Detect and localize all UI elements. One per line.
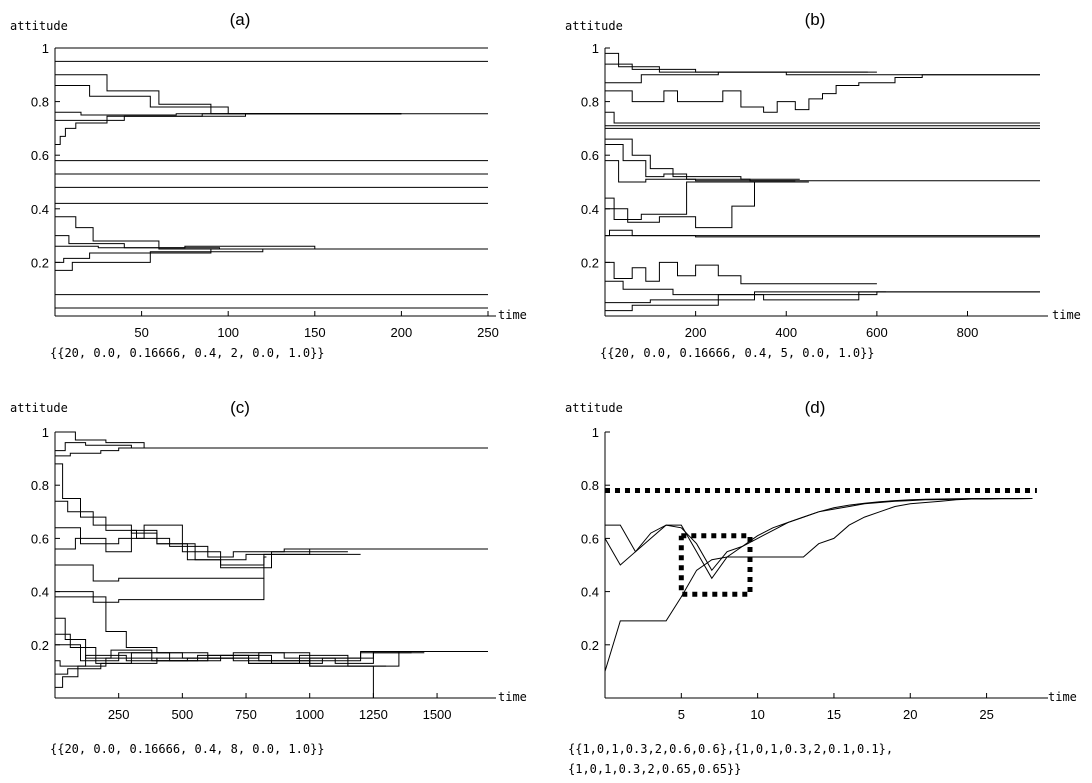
attitude-trajectory-1 (55, 431, 488, 449)
y-tick-label: 0.6 (31, 531, 49, 546)
y-tick-label: 0.4 (31, 202, 49, 217)
attitude-trajectory-2 (55, 442, 259, 452)
x-tick-label: 1000 (295, 707, 324, 722)
y-tick-label: 0.4 (581, 202, 599, 217)
attitude-trajectory-11 (605, 181, 809, 229)
x-tick-label: 200 (685, 325, 707, 340)
x-tick-label: 10 (750, 707, 764, 722)
panel-title: (b) (805, 10, 826, 29)
attitude-trajectory-8 (605, 144, 1040, 182)
x-tick-label: 600 (866, 325, 888, 340)
y-tick-label: 0.2 (581, 255, 599, 270)
attitude-trajectory-17 (605, 291, 886, 304)
attitude-trajectory-16 (55, 248, 385, 271)
attitude-trajectory-9 (605, 138, 800, 180)
y-tick-label: 0.8 (581, 478, 599, 493)
attitude-trajectory-9 (55, 578, 265, 603)
x-tick-label: 400 (775, 325, 797, 340)
y-tick-label: 0.8 (31, 478, 49, 493)
x-axis-label: time (1048, 690, 1077, 704)
parameter-caption: {{20, 0.0, 0.16666, 0.4, 5, 0.0, 1.0}} (600, 346, 875, 360)
parameter-caption: {{1,0,1,0.3,2,0.6,0.6},{1,0,1,0.3,2,0.1,… (568, 742, 893, 756)
attitude-trajectory-1 (604, 498, 1033, 572)
attitude-trajectory-4 (55, 463, 336, 558)
attitude-trajectory-13 (55, 235, 385, 250)
attitude-trajectory-5 (605, 111, 1040, 124)
x-axis-label: time (1052, 308, 1081, 322)
x-tick-label: 5 (678, 707, 685, 722)
panel-title: (a) (230, 10, 251, 29)
panel-b: attitude (b) time {{20, 0.0, 0.16666, 0.… (565, 10, 1081, 360)
x-tick-label: 250 (477, 325, 499, 340)
y-tick-label: 0.8 (581, 95, 599, 110)
x-tick-label: 1500 (423, 707, 452, 722)
attitude-trajectory-1 (605, 52, 1040, 76)
x-tick-label: 250 (108, 707, 130, 722)
attitude-trajectory-3 (605, 71, 877, 84)
attitude-trajectory-3 (55, 447, 183, 457)
x-tick-label: 100 (217, 325, 239, 340)
y-axis-label: attitude (565, 401, 623, 415)
y-tick-label: 0.6 (31, 148, 49, 163)
attitude-trajectory-12 (605, 181, 769, 220)
y-tick-label: 0.6 (581, 531, 599, 546)
x-tick-label: 25 (979, 707, 993, 722)
y-axis-label: attitude (10, 401, 68, 415)
x-tick-label: 15 (827, 707, 841, 722)
y-axis-label: attitude (565, 19, 623, 33)
y-tick-label: 0.2 (581, 638, 599, 653)
attitude-trajectory-8 (55, 556, 267, 582)
x-tick-label: 20 (903, 707, 917, 722)
y-tick-label: 0.8 (31, 95, 49, 110)
x-tick-label: 50 (134, 325, 148, 340)
x-tick-label: 200 (391, 325, 413, 340)
y-tick-label: 1 (42, 41, 49, 56)
panel-d: attitude (d) time {{1,0,1,0.3,2,0.6,0.6}… (565, 398, 1077, 776)
y-tick-label: 0.4 (31, 585, 49, 600)
x-tick-label: 800 (957, 325, 979, 340)
y-tick-label: 0.2 (31, 638, 49, 653)
y-axis-label: attitude (10, 19, 68, 33)
y-tick-label: 1 (42, 425, 49, 440)
panel-title: (c) (230, 398, 250, 417)
attitude-trajectory-18 (605, 291, 1040, 312)
y-tick-label: 0.2 (31, 255, 49, 270)
attitude-trajectory-4 (605, 74, 1040, 113)
panel-title: (d) (805, 398, 826, 417)
attitude-trajectory-2 (605, 498, 1033, 580)
attitude-trajectory-10 (605, 160, 796, 183)
x-tick-label: 750 (235, 707, 257, 722)
attitude-trajectory-13 (605, 229, 1040, 238)
y-tick-label: 1 (592, 425, 599, 440)
attitude-trajectory-14 (55, 651, 399, 667)
attitude-trajectory-7 (55, 113, 402, 145)
x-tick-label: 500 (172, 707, 194, 722)
x-tick-label: 1250 (359, 707, 388, 722)
parameter-caption: {{20, 0.0, 0.16666, 0.4, 2, 0.0, 1.0}} (50, 346, 325, 360)
y-tick-label: 0.6 (581, 148, 599, 163)
panel-a: attitude (a) time {{20, 0.0, 0.16666, 0.… (10, 10, 527, 360)
y-tick-label: 0.4 (581, 585, 599, 600)
y-tick-label: 1 (592, 41, 599, 56)
attitude-trajectory-15 (55, 248, 385, 263)
attitude-trajectory-16 (55, 657, 387, 675)
panel-c: attitude (c) time {{20, 0.0, 0.16666, 0.… (10, 398, 527, 756)
attitude-trajectory-4 (55, 85, 402, 115)
attitude-trajectory-15 (55, 654, 387, 699)
parameter-caption: {{20, 0.0, 0.16666, 0.4, 8, 0.0, 1.0}} (50, 742, 325, 756)
x-axis-label: time (498, 308, 527, 322)
x-axis-label: time (498, 690, 527, 704)
attitude-trajectory-2 (605, 63, 868, 73)
attitude-trajectory-15 (605, 261, 877, 285)
attitude-trajectory-3 (604, 498, 1033, 672)
attitude-trajectory-7 (55, 529, 348, 569)
parameter-caption-continued: {1,0,1,0.3,2,0.65,0.65}} (568, 762, 741, 776)
attitude-trajectory-12 (55, 216, 488, 250)
attitude-trajectory-6 (55, 524, 361, 566)
attitude-trajectory-3 (55, 74, 488, 115)
x-tick-label: 150 (304, 325, 326, 340)
